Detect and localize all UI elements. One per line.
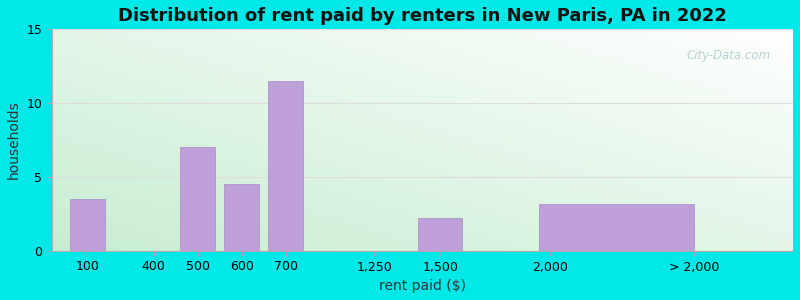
Bar (418, 218, 462, 251)
Y-axis label: households: households (7, 101, 21, 179)
Bar (70, 199, 105, 251)
Bar (539, 203, 694, 251)
Bar (268, 81, 303, 251)
Title: Distribution of rent paid by renters in New Paris, PA in 2022: Distribution of rent paid by renters in … (118, 7, 727, 25)
Bar (180, 147, 215, 251)
X-axis label: rent paid ($): rent paid ($) (379, 279, 466, 293)
Text: City-Data.com: City-Data.com (686, 50, 771, 62)
Bar (224, 184, 259, 251)
